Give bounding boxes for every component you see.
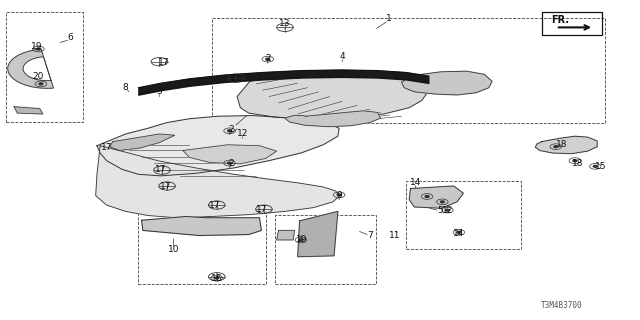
Text: 15: 15: [595, 162, 606, 171]
Bar: [541, 12, 602, 35]
Polygon shape: [97, 116, 339, 176]
Text: 20: 20: [33, 72, 44, 81]
Text: 17: 17: [230, 74, 242, 83]
Bar: [168, 221, 225, 230]
Text: 17: 17: [160, 181, 172, 190]
Text: 6: 6: [67, 33, 73, 42]
Circle shape: [228, 162, 232, 164]
Circle shape: [215, 277, 219, 279]
Circle shape: [445, 209, 449, 211]
Text: 14: 14: [410, 178, 421, 187]
Polygon shape: [96, 146, 339, 218]
Polygon shape: [109, 134, 175, 150]
Text: 9: 9: [336, 191, 342, 200]
Polygon shape: [183, 145, 276, 164]
Text: 11: 11: [390, 231, 401, 240]
Circle shape: [457, 231, 461, 233]
Circle shape: [573, 160, 577, 162]
Text: 2: 2: [228, 159, 234, 168]
Circle shape: [39, 83, 43, 85]
Circle shape: [425, 196, 429, 197]
Text: 17: 17: [100, 143, 112, 152]
Text: 18: 18: [572, 159, 584, 168]
Polygon shape: [298, 212, 338, 257]
Polygon shape: [8, 49, 54, 88]
Text: 2: 2: [265, 54, 271, 63]
Text: 12: 12: [442, 206, 453, 215]
Polygon shape: [141, 216, 261, 236]
Bar: [212, 18, 605, 123]
Text: 14: 14: [453, 229, 465, 238]
Text: 17: 17: [158, 58, 170, 67]
Text: 4: 4: [339, 52, 345, 61]
Text: T3M4B3700: T3M4B3700: [541, 301, 583, 310]
Polygon shape: [285, 111, 381, 127]
Text: 3: 3: [157, 87, 163, 96]
Text: 17: 17: [209, 201, 221, 210]
Polygon shape: [536, 136, 597, 154]
Polygon shape: [237, 70, 428, 119]
Bar: [275, 215, 376, 284]
Text: FR.: FR.: [550, 15, 569, 25]
Text: 7: 7: [367, 231, 372, 240]
Text: 12: 12: [237, 130, 248, 139]
Circle shape: [36, 48, 40, 50]
Polygon shape: [401, 71, 492, 95]
Circle shape: [266, 58, 269, 60]
Text: 2: 2: [228, 125, 234, 134]
Bar: [138, 204, 266, 284]
Text: 1: 1: [386, 14, 392, 23]
Text: 19: 19: [296, 236, 308, 244]
Bar: [6, 12, 83, 122]
Text: 10: 10: [168, 245, 179, 254]
Polygon shape: [276, 230, 294, 240]
Text: 16: 16: [211, 274, 223, 283]
Circle shape: [554, 146, 557, 148]
Polygon shape: [409, 186, 463, 208]
Polygon shape: [14, 107, 43, 114]
Text: 19: 19: [31, 42, 42, 51]
Text: 17: 17: [255, 205, 267, 214]
Text: 8: 8: [123, 83, 129, 92]
Circle shape: [440, 201, 444, 203]
Circle shape: [337, 194, 341, 196]
Circle shape: [593, 165, 597, 167]
Bar: [406, 181, 521, 250]
Circle shape: [228, 130, 232, 132]
Text: 13: 13: [279, 19, 291, 28]
Text: 18: 18: [556, 140, 568, 149]
Text: 17: 17: [155, 165, 166, 174]
Circle shape: [299, 239, 303, 241]
Text: 5: 5: [437, 206, 443, 215]
Bar: [228, 221, 253, 230]
